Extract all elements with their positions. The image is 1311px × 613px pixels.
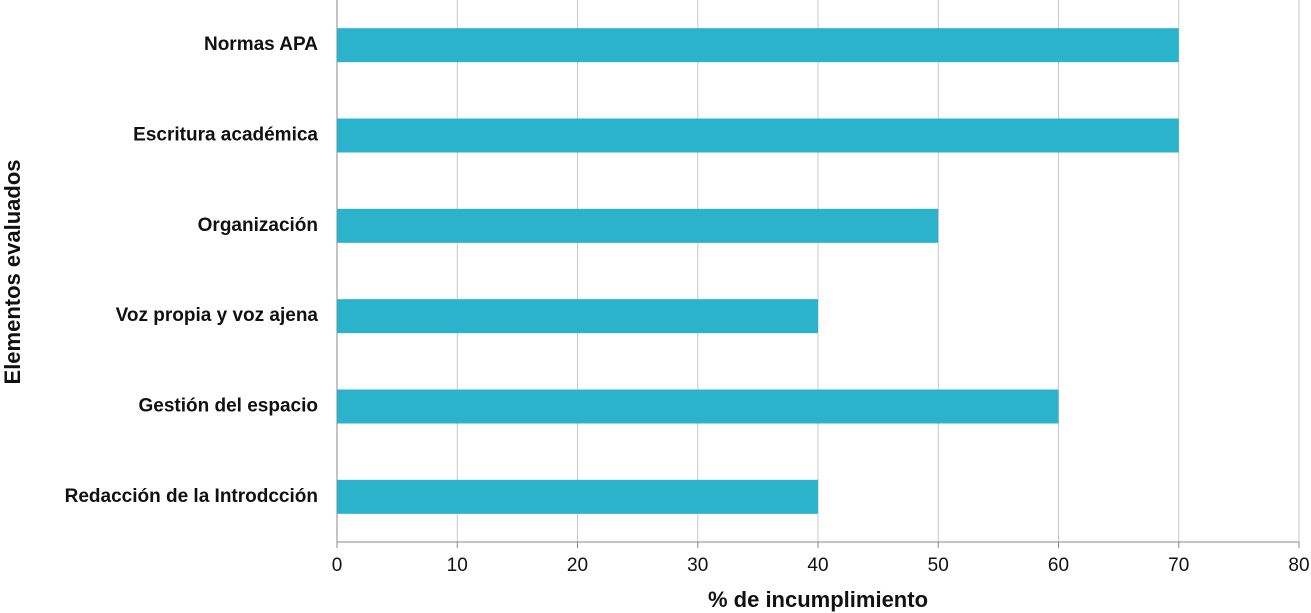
y-tick-label: Escritura académica <box>133 125 318 146</box>
bar <box>337 389 1059 424</box>
y-tick-label: Voz propia y voz ajena <box>116 305 319 326</box>
x-tick-label: 60 <box>1048 555 1069 576</box>
x-tick-label: 30 <box>687 555 708 576</box>
x-tick-label: 70 <box>1168 555 1189 576</box>
bar <box>337 479 818 514</box>
bar <box>337 118 1179 153</box>
x-tick-label: 40 <box>807 555 828 576</box>
x-tick-label: 20 <box>567 555 588 576</box>
y-tick-label: Redacción de la Introdcción <box>65 486 318 507</box>
x-tick-label: 80 <box>1288 555 1309 576</box>
y-axis-title: Elementos evaluados <box>0 160 25 385</box>
x-tick-label: 0 <box>332 555 343 576</box>
bar <box>337 208 939 243</box>
y-tick-label: Normas APA <box>204 34 318 55</box>
x-tick-label: 10 <box>447 555 468 576</box>
bar <box>337 28 1179 63</box>
bar <box>337 299 818 334</box>
x-tick-label: 50 <box>928 555 949 576</box>
y-tick-label: Gestión del espacio <box>139 396 319 417</box>
y-tick-label: Organización <box>198 215 318 236</box>
x-axis-title: % de incumplimiento <box>708 587 928 612</box>
